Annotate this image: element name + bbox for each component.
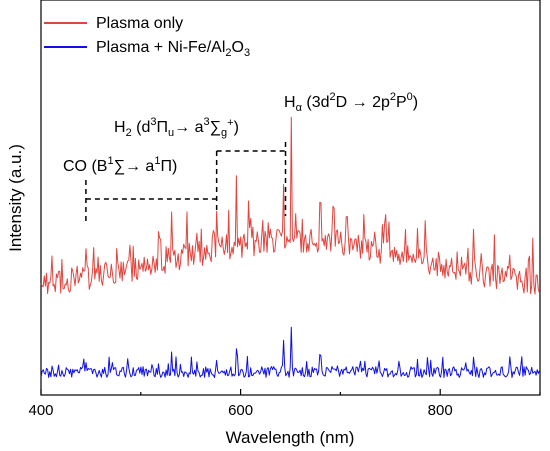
annotation-h-alpha: Hα (3d2D → 2p2P0): [284, 91, 418, 114]
annotation-h2: H2 (d3Πu→ a3∑g+): [114, 116, 239, 139]
series-layer: [40, 116, 540, 378]
plot-frame: [40, 0, 541, 396]
series-line-0: [40, 116, 540, 295]
series-line-1: [40, 326, 540, 378]
annotation-brackets: [85, 142, 287, 222]
annotation-co: CO (B1∑→ a1Π): [63, 155, 177, 175]
legend: Plasma only Plasma + Ni-Fe/Al2O3: [44, 15, 250, 59]
x-tick-label: 800: [428, 402, 453, 419]
x-tick-label: 400: [28, 402, 53, 419]
x-axis-title: Wavelength (nm): [226, 428, 355, 447]
x-tick-label: 600: [228, 402, 253, 419]
legend-label-plasma-ni-fe: Plasma + Ni-Fe/Al2O3: [96, 39, 250, 59]
legend-label-plasma-only: Plasma only: [96, 15, 183, 32]
x-ticks: 400 600 800: [28, 389, 541, 419]
y-axis-title: Intensity (a.u.): [6, 144, 25, 252]
